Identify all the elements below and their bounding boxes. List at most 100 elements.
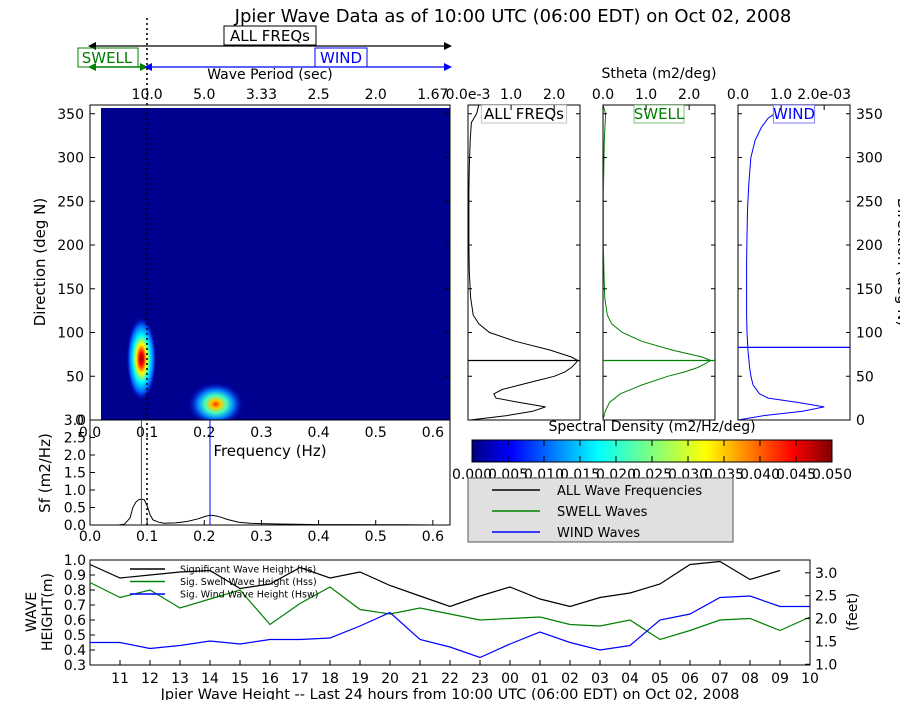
colorbar: Spectral Density (m2/Hz/deg) 0.0000.0050… [452, 419, 852, 483]
history-x-tick-label: 06 [681, 671, 699, 687]
sf-x-tick-label: 0.4 [307, 529, 329, 545]
frequency-tick-label: 0.4 [307, 425, 329, 441]
sf-y-tick-label: 0.5 [64, 501, 86, 517]
history-x-tick-label: 13 [171, 671, 189, 687]
wave-period-tick-label: 5.0 [193, 87, 215, 103]
history-x-tick-label: 02 [561, 671, 579, 687]
sf-axis-ticks: 0.00.51.01.52.02.53.00.0 0.1 0.2 0.3 0.4 0.5 0… [64, 413, 444, 545]
stheta-x-tick-label: 0.0 [727, 87, 749, 103]
stheta-panel-frame [737, 104, 851, 421]
all-freqs-band-label: ALL FREQs [230, 27, 310, 45]
stheta-right-tick-label: 300 [856, 151, 883, 167]
history-y-tick-label: 0.9 [64, 568, 86, 584]
direction-tick-label: 200 [57, 238, 84, 254]
history-x-tick-label: 21 [411, 671, 429, 687]
colorbar-tick-label: 0.050 [812, 467, 852, 483]
stheta-x-tick-label: 1.0 [635, 87, 657, 103]
history-frame [89, 559, 811, 666]
sf-x-tick-label: 0.5 [365, 529, 387, 545]
sf-x-tick-label: 0.3 [250, 529, 272, 545]
history-y-tick-label: 1.0 [64, 553, 86, 569]
all-arrow-right-head [444, 42, 452, 50]
stheta-right-tick-label: 200 [856, 238, 883, 254]
sf-y-tick-label: 3.0 [64, 413, 86, 429]
history-x-tick-label: 03 [591, 671, 609, 687]
sf-y-tick-label: 0.0 [64, 518, 86, 534]
direction-tick-label: 50 [66, 369, 84, 385]
stheta-right-tick-label: 0 [856, 413, 865, 429]
stheta-x-tick-label: 2.0 [543, 87, 565, 103]
stheta-panel-frame [467, 104, 581, 421]
stheta-panel-label-box [480, 104, 568, 124]
history-legend-label: Sig. Swell Wave Height (Hss) [180, 577, 317, 588]
stheta-panel-wind: WIND 0.0 1.0 2.0e-03 [727, 87, 851, 421]
wind-band-label: WIND [320, 49, 362, 67]
history-x-tick-label: 04 [621, 671, 639, 687]
stheta-axis-label: Stheta (m2/deg) [602, 66, 717, 82]
sf-y-tick-label: 2.0 [64, 448, 86, 464]
frequency-tick-label: 0.0 [79, 425, 101, 441]
history-x-tick-label: 18 [321, 671, 339, 687]
direction-tick-label: 250 [57, 194, 84, 210]
stheta-right-tick-label: 150 [856, 282, 883, 298]
stheta-right-tick-label: 250 [856, 194, 883, 210]
history-feet-tick-label: 2.5 [815, 589, 837, 605]
history-x-tick-label: 20 [381, 671, 399, 687]
stheta-panel-label-box [772, 104, 816, 124]
all-freqs-band-box [223, 25, 317, 46]
wave-period-tick-label: 3.33 [246, 87, 277, 103]
stheta-x-tick-label: 0.0 [592, 87, 614, 103]
wave-period-tick-label: 2.0 [365, 87, 387, 103]
history-y-tick-label: 0.8 [64, 583, 86, 599]
history-y-tick-label: 0.4 [64, 643, 86, 659]
history-y-tick-label: 0.3 [64, 658, 86, 674]
stheta-right-tick-label: 350 [856, 107, 883, 123]
heatmap-peak [126, 316, 157, 401]
sf-spectrum-line [90, 498, 450, 526]
wave-period-tick-label: 2.5 [307, 87, 329, 103]
frequency-spectrum-panel: 0.00.51.01.52.02.53.00.0 0.1 0.2 0.3 0.4 0.5 0… [36, 413, 451, 545]
directional-spectrum-heatmap [89, 18, 451, 525]
history-y-tick-label: 0.5 [64, 628, 86, 644]
history-series-line [89, 581, 811, 641]
band-legend: ALL Wave Frequencies SWELL Waves WIND Wave… [467, 477, 734, 543]
colorbar-label: Spectral Density (m2/Hz/deg) [548, 419, 755, 435]
band-legend-label: WIND Waves [557, 526, 640, 541]
stheta-curve [468, 104, 579, 421]
history-x-tick-label: 22 [441, 671, 459, 687]
history-x-tick-label: 08 [741, 671, 759, 687]
stheta-panels: ALL FREQs 0.0e-3 1.0 2.0 SWELL 0.0 1.0 2.0 WIND 0… [446, 87, 900, 429]
history-x-tick-label: 14 [201, 671, 219, 687]
history-y-tick-label: 0.7 [64, 598, 86, 614]
direction-tick-label: 350 [57, 107, 84, 123]
frequency-tick-label: 0.3 [250, 425, 272, 441]
heatmap-field [101, 108, 450, 420]
history-series [89, 560, 811, 659]
sf-x-tick-label: 0.2 [193, 529, 215, 545]
history-y-axis-label-line1: WAVE [24, 592, 40, 632]
wave-period-tick-label: 1.67 [417, 87, 448, 103]
colorbar-tick-label: 0.045 [776, 467, 816, 483]
history-x-tick-label: 19 [351, 671, 369, 687]
history-x-tick-label: 01 [531, 671, 549, 687]
stheta-panel-label: ALL FREQs [484, 105, 564, 123]
stheta-x-tick-label: 1.0 [500, 87, 522, 103]
history-series-line [89, 560, 781, 608]
direction-tick-label: 150 [57, 282, 84, 298]
wave-height-history: 0.30.40.50.60.70.80.91.011 12 13 14 15 16 17 18… [24, 553, 861, 703]
stheta-panel-frame [602, 104, 716, 421]
direction-axis-label: Direction (deg N) [31, 198, 49, 327]
history-feet-axis-label: (feet) [845, 593, 861, 632]
stheta-x-tick-label: 0.0e-3 [446, 87, 491, 103]
swell-arrow-left-head [88, 63, 96, 71]
wind-arrow-left-head [144, 63, 152, 71]
sf-x-tick-label: 0.1 [136, 529, 158, 545]
history-x-tick-label: 11 [111, 671, 129, 687]
history-x-tick-label: 12 [141, 671, 159, 687]
band-legend-items: ALL Wave Frequencies SWELL Waves WIND Wave… [492, 484, 702, 541]
heatmap-peaks [126, 316, 244, 420]
stheta-right-axis-label: Direction (deg N) [894, 198, 900, 327]
history-x-tick-label: 07 [711, 671, 729, 687]
wave-period-axis-label: Wave Period (sec) [207, 67, 333, 83]
stheta-right-tick-label: 100 [856, 326, 883, 342]
